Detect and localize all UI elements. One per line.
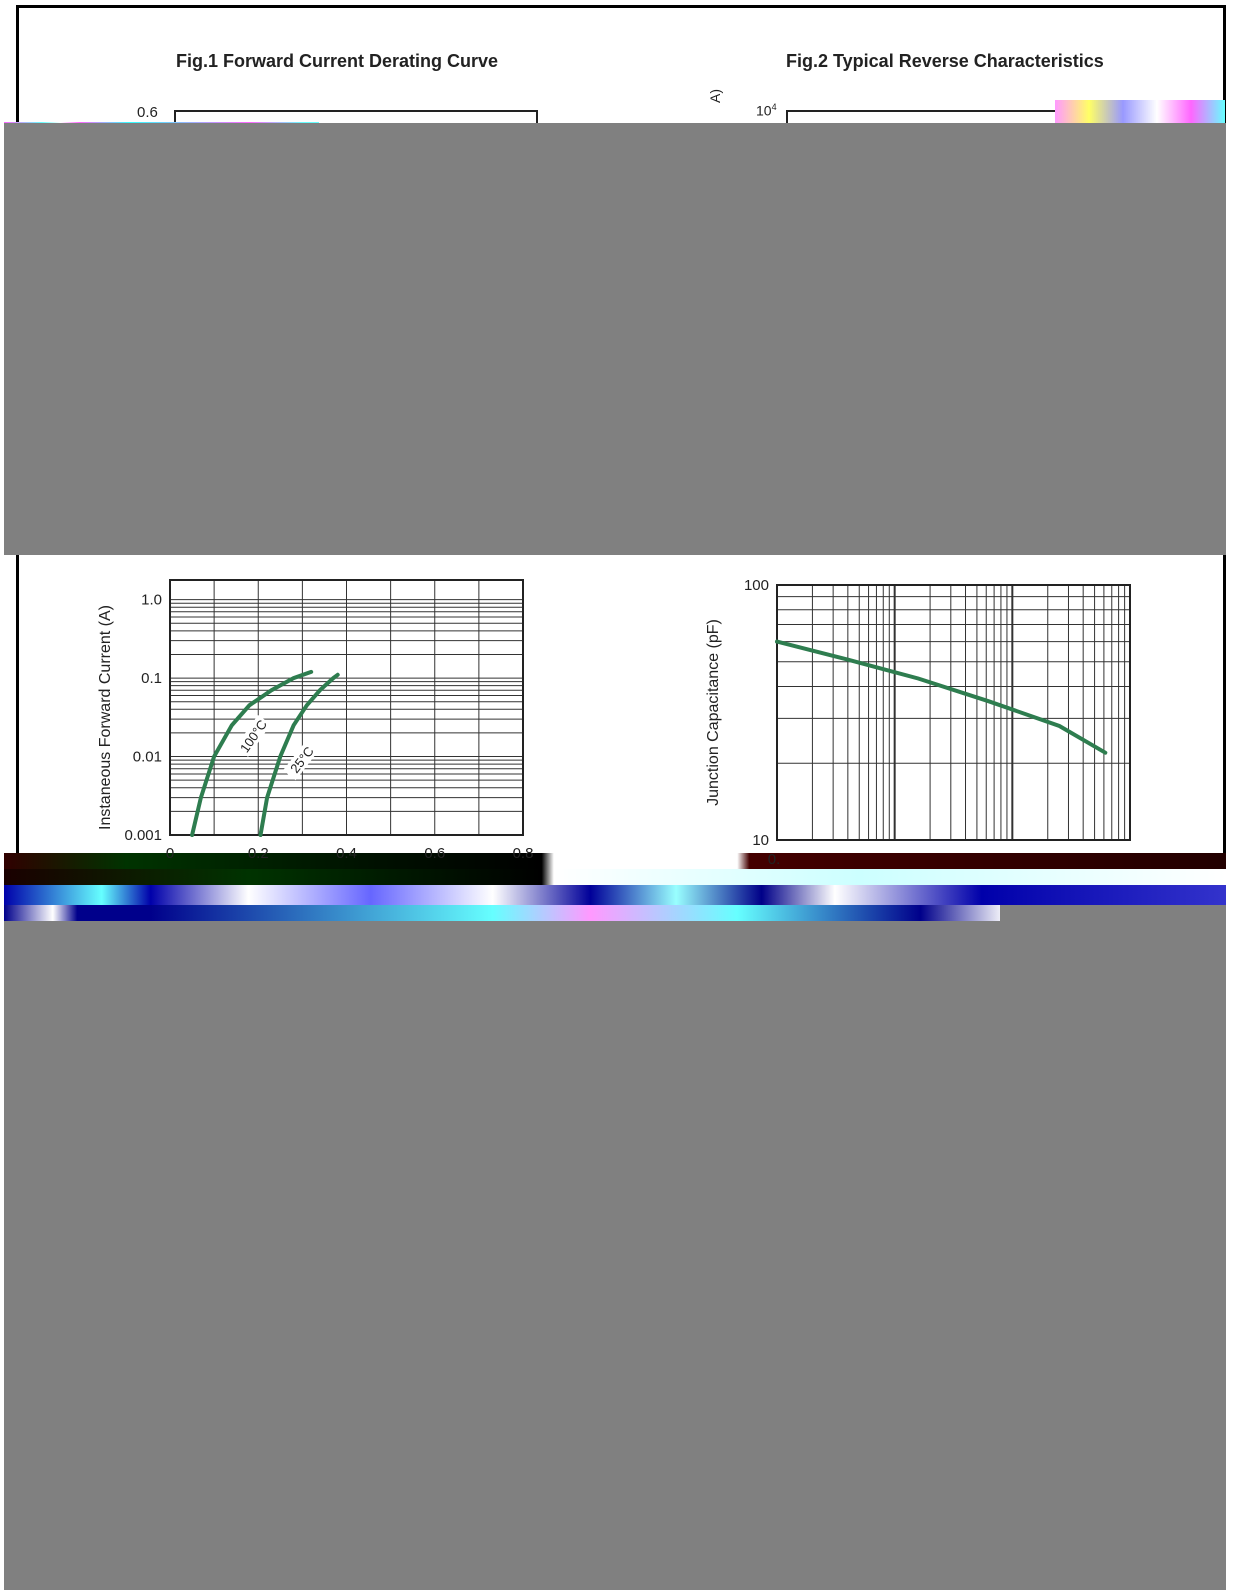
x-tick-label: 0.2 [248,845,269,862]
glitch-strip-top-right [1055,100,1225,124]
glitch-strip-mid-2 [4,869,1226,885]
y-tick-label: 0.01 [133,749,162,766]
x-tick-label: 0 [166,845,174,862]
junction-capacitance-chart: 100 10 0. Junction Capacitance (pF) [705,577,1131,868]
y-tick-label: 1.0 [141,592,162,609]
y-tick-label: 0.001 [124,827,162,844]
y-axis-label: Junction Capacitance (pF) [705,619,722,806]
x-tick-label: 0.8 [513,845,534,862]
x-tick-label-fragment: 0. [768,851,781,868]
redacted-region-corner [1000,905,1226,921]
series-label: 100°C [237,717,270,755]
x-tick-label: 0.6 [424,845,445,862]
plot-frame [169,579,524,836]
redacted-region-top [4,123,1226,555]
y-tick-label: 0.1 [141,670,162,687]
series-label-background [282,738,321,781]
fig2-ylabel-fragment: A) [707,89,723,103]
x-tick-label: 0.4 [336,845,357,862]
glitch-strip-mid-3 [4,885,1226,905]
fig2-ytick-top: 104 [756,102,777,119]
series-line [190,669,314,837]
series-line [258,672,340,837]
redacted-region-bottom [4,921,1226,1590]
y-axis-label: Instaneous Forward Current (A) [97,605,114,830]
glitch-strip-mid-4 [4,905,1226,921]
plot-frame [776,584,1131,841]
fig1-title: Fig.1 Forward Current Derating Curve [176,51,499,71]
fig2-plot-frame [786,110,1224,126]
series-label-background [234,714,272,757]
fig1-plot-frame [174,110,538,126]
glitch-strip-mid-1 [4,853,1226,869]
fig1-ytick-top: 0.6 [137,104,158,121]
series-line [775,639,1108,755]
y-tick-label: 100 [744,577,769,594]
fig2-title: Fig.2 Typical Reverse Characteristics [786,51,1104,71]
y-tick-label: 10 [752,832,769,849]
